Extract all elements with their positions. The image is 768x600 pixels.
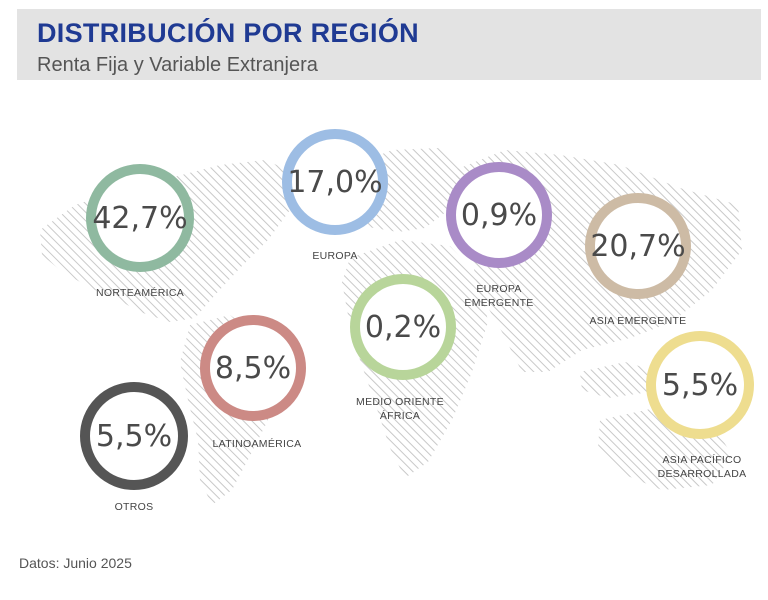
region-label: NORTEAMÉRICA (96, 287, 184, 299)
header-banner: DISTRIBUCIÓN POR REGIÓN Renta Fija y Var… (17, 9, 761, 80)
region-value: 0,2% (364, 309, 442, 345)
map-se-asia-islands (580, 362, 660, 398)
region-ring-7: 5,5% (646, 331, 754, 439)
region-label: EUROPA (312, 250, 358, 262)
region-ring-5: 0,2% (350, 274, 456, 380)
region-ring-2: 17,0% (282, 129, 388, 235)
source-note: Datos: Junio 2025 (19, 555, 132, 571)
region-value: 17,0% (287, 164, 383, 200)
page-title: DISTRIBUCIÓN POR REGIÓN (37, 18, 419, 48)
region-value: 0,9% (460, 197, 538, 233)
region-label: MEDIO ORIENTE ÁFRICA (356, 396, 444, 422)
region-label: ASIA EMERGENTE (589, 315, 687, 327)
page-subtitle: Renta Fija y Variable Extranjera (37, 54, 318, 76)
region-value: 20,7% (590, 228, 686, 264)
region-ring-6: 8,5% (200, 315, 306, 421)
region-label: ASIA PACÍFICO DESARROLLADA (657, 454, 747, 480)
region-label: LATINOAMÉRICA (212, 438, 302, 450)
region-value: 5,5% (661, 367, 739, 403)
region-label: EUROPA EMERGENTE (464, 283, 534, 309)
region-ring-4: 20,7% (585, 193, 691, 299)
region-value: 8,5% (214, 350, 292, 386)
region-ring-1: 42,7% (86, 164, 194, 272)
region-ring-3: 0,9% (446, 162, 552, 268)
region-label: OTROS (114, 501, 154, 513)
region-value: 42,7% (92, 200, 188, 236)
region-value: 5,5% (95, 418, 173, 454)
region-ring-8: 5,5% (80, 382, 188, 490)
